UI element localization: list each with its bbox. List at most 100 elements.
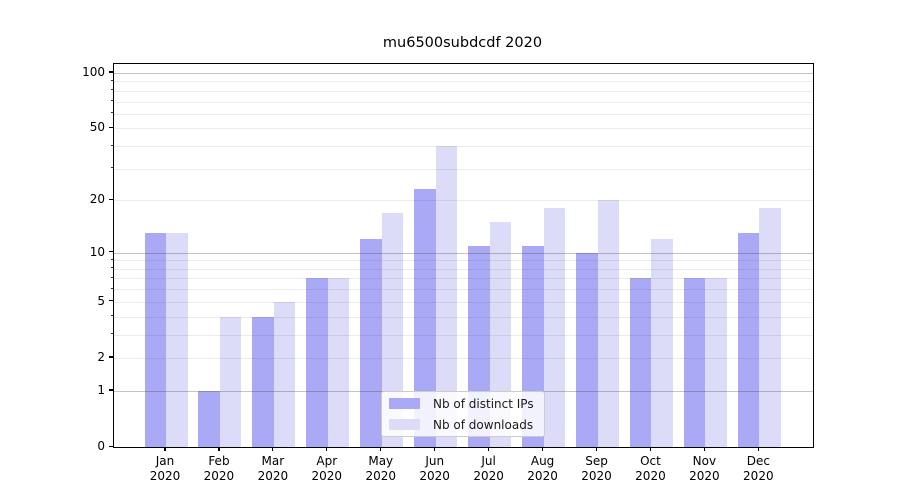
bar-distinct-ips-jun [414,189,436,447]
y-tick-label-5: 5 [97,293,105,308]
gridline-major-100 [114,72,813,74]
gridline-minor-7 [114,278,813,280]
x-tick-label-year: 2020 [203,468,235,483]
y-tick-20 [109,198,113,200]
gridline-minor-20 [114,200,813,202]
y-tick-50 [109,126,113,129]
x-tick-label-year: 2020 [689,468,720,483]
gridline-minor-40 [114,146,813,148]
bar-downloads-aug [543,208,566,447]
x-tick-label-year: 2020 [365,468,397,483]
y-minortick-3 [110,333,113,335]
legend-swatch-downloads [389,419,420,430]
bar-distinct-ips-oct [629,278,652,447]
bar-downloads-dec [759,208,781,447]
bar-distinct-ips-jan [144,233,166,447]
x-tick-label-month: Mar [261,454,285,468]
gridline-minor-5 [114,301,813,303]
x-tick-label-jul: Jul 2020 [461,454,517,483]
x-tick-label-year: 2020 [149,468,181,483]
bar-distinct-ips-dec [737,233,760,447]
gridline-minor-60 [114,113,813,115]
x-tick-label-month: Jun [425,454,445,468]
legend: Nb of distinct IPs Nb of downloads [381,391,545,437]
x-tick-label-month: Aug [530,454,555,468]
x-tick-apr [326,447,328,451]
y-minortick-8 [110,267,113,269]
y-tick-2 [109,356,113,358]
x-tick-label-month: Feb [208,454,230,468]
bar-downloads-mar [273,301,296,447]
y-tick-10 [109,251,113,253]
x-tick-label-year: 2020 [527,468,558,483]
y-tick-label-1: 1 [97,382,105,397]
bar-downloads-nov [705,278,727,447]
y-tick-0 [109,445,113,447]
gridline-minor-30 [114,168,813,170]
x-tick-jan [164,447,166,451]
x-tick-label-jun: Jun 2020 [407,454,463,483]
bar-downloads-jul [489,222,512,447]
y-minortick-90 [110,79,113,81]
bar-distinct-ips-mar [252,316,274,447]
y-tick-label-50: 50 [89,120,105,135]
x-tick-label-sep: Sep 2020 [569,454,625,483]
x-tick-label-year: 2020 [581,468,612,483]
x-tick-label-feb: Feb 2020 [191,454,247,483]
gridline-minor-8 [114,268,813,270]
y-tick-label-10: 10 [89,244,105,259]
legend-label-downloads: Nb of downloads [433,417,534,432]
x-tick-may [380,447,382,451]
y-minortick-80 [110,89,113,91]
x-tick-nov [703,447,705,451]
x-tick-label-nov: Nov 2020 [676,454,732,483]
y-tick-100 [109,71,113,73]
y-tick-label-100: 100 [82,64,105,79]
x-tick-label-jan: Jan 2020 [137,454,193,483]
legend-label-distinct-ips: Nb of distinct IPs [433,396,534,411]
bar-downloads-jan [166,233,188,447]
legend-item-downloads: Nb of downloads [382,414,544,435]
x-tick-oct [649,447,652,451]
x-tick-label-apr: Apr 2020 [299,454,355,483]
x-tick-label-mar: Mar 2020 [245,454,301,483]
x-tick-label-month: Oct [640,454,661,468]
gridline-minor-9 [114,260,813,262]
bar-distinct-ips-apr [306,278,328,447]
x-tick-label-dec: Dec 2020 [730,454,786,483]
bar-distinct-ips-feb [198,390,220,447]
bar-downloads-sep [597,200,620,447]
x-tick-aug [541,447,544,451]
bar-distinct-ips-nov [683,278,706,447]
x-tick-dec [757,447,759,451]
gridline-minor-2 [114,357,813,359]
x-tick-label-oct: Oct 2020 [622,454,678,483]
chart-title: mu6500subdcdf 2020 [382,35,543,51]
y-tick-5 [109,300,113,302]
x-tick-label-month: Nov [692,454,717,468]
x-tick-label-month: Apr [316,454,338,468]
gridline-minor-50 [114,128,813,130]
x-tick-label-year: 2020 [257,468,289,483]
y-minortick-30 [110,167,113,169]
y-minortick-40 [110,144,113,146]
gridline-minor-90 [114,81,813,83]
gridline-minor-4 [114,316,813,318]
y-minortick-7 [110,276,113,278]
x-tick-label-month: Sep [585,454,608,468]
x-tick-label-year: 2020 [419,468,450,483]
x-tick-label-year: 2020 [635,468,666,483]
bar-downloads-apr [327,278,350,447]
gridline-minor-80 [114,90,813,92]
y-minortick-6 [110,287,113,289]
x-tick-mar [272,447,274,451]
y-tick-label-20: 20 [89,192,105,207]
gridline-major-10 [114,252,813,254]
bar-distinct-ips-may [360,239,382,447]
bar-downloads-feb [219,316,242,447]
y-tick-label-0: 0 [97,439,105,453]
x-tick-sep [595,447,598,451]
x-tick-label-year: 2020 [743,468,774,483]
x-tick-label-month: Dec [746,454,770,468]
